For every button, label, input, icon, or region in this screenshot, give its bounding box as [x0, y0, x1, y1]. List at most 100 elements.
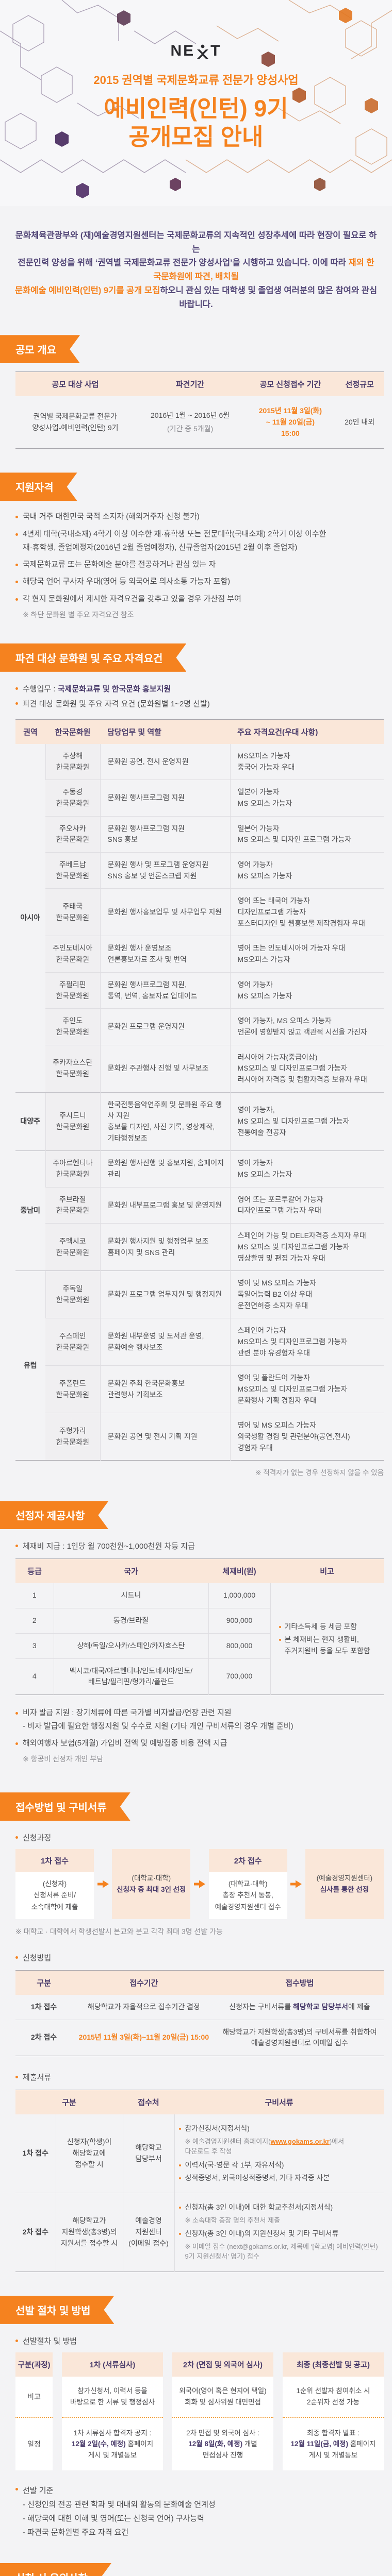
table-row: 주멕시코 한국문화원 문화원 행사지원 및 행정업무 보조 홈페이지 및 SNS…	[15, 1223, 384, 1271]
process-label: 신청과정	[15, 1832, 384, 1843]
list-item: 참가신청서(지정서식)	[178, 2123, 380, 2134]
table-row: 주오사카 한국문화원 문화원 행사프로그램 지원 SNS 홍보 일본어 가능자 …	[15, 816, 384, 853]
page-title: 예비인력(인턴) 9기 공개모집 안내	[104, 95, 288, 150]
table-row: 주브라질 한국문화원 문화원 내부프로그램 홍보 및 운영지원 영어 또는 포르…	[15, 1187, 384, 1224]
intro-highlight-2: 문화예술 예비인력(인턴) 9기를 공개 모집	[14, 285, 160, 295]
dispatch-table: 권역 한국문화원 담당업무 및 역할 주요 자격요건(우대 사항) 아시아 주상…	[15, 719, 384, 1461]
logo-text-t: T	[210, 42, 222, 59]
section-ribbon-qualification: 지원자격	[0, 472, 77, 501]
section-ribbon-selection: 선발 절차 및 방법	[0, 2296, 114, 2324]
selection-label: 선발절차 및 방법	[15, 2335, 384, 2346]
method-table: 구분 접수기간 접수방법 1차 접수 해당학교가 자율적으로 접수기간 결정 신…	[15, 1970, 384, 2056]
dispatch-note: ※ 적격자가 없는 경우 선정하지 않을 수 있음	[255, 1469, 384, 1477]
section-ribbon-overview: 공모 개요	[0, 335, 80, 363]
qualification-note: ※ 하단 문화원 별 주요 자격요건 참조	[23, 610, 134, 619]
method-label: 신청방법	[15, 1952, 384, 1963]
row-label: 일정	[15, 2416, 53, 2470]
table-row: 2차 접수 2015년 11월 3일(화)~11월 20일(금) 15:00 해…	[15, 2019, 384, 2056]
region-label: 아시아	[20, 913, 41, 922]
section-ribbon-benefits: 선정자 제공사항	[0, 1501, 108, 1529]
overview-table: 공모 대상 사업 파견기간 공모 신청접수 기간 선정규모 권역별 국제문화교류…	[15, 371, 384, 449]
list-item: 해외여행자 보험(5개월) 가입비 전액 및 예방접종 비용 전액 지급 ※ 항…	[15, 1737, 384, 1765]
section-ribbon-application: 접수방법 및 구비서류	[0, 1792, 130, 1821]
table-row: 1 시드니 1,000,000 기타소득세 등 세금 포함 본 체재비는 현지 …	[15, 1583, 384, 1695]
docs-items-1: 참가신청서(지정서식) ※ 예술경영지원센터 홈페이지(www.gokams.o…	[174, 2114, 384, 2193]
table-row: 주폴란드 한국문화원 문화원 주최 한국문화홍보 관련행사 기획보조 영어 및 …	[15, 1365, 384, 1413]
molecule-pattern-decoration	[0, 0, 392, 198]
list-item: 비자 발급 지원 : 장기체류에 따른 국가별 비자발급/연장 관련 지원 - …	[15, 1706, 384, 1734]
region-label: 대양주	[15, 1092, 45, 1151]
dispatch-subtitle: 파견 대상 문화원 및 주요 자격 요건 (문화원별 1~2명 선발)	[15, 698, 384, 709]
list-item: 이력서(국·영문 각 1부, 자유서식)	[178, 2160, 380, 2171]
column-header: 공모 신청접수 기간	[245, 371, 336, 397]
overview-scale: 20인 내외	[345, 418, 375, 426]
docs-note: ※ 예술경영지원센터 홈페이지(www.gokams.or.kr)에서 다운로드…	[185, 2137, 345, 2156]
table-row: 1차 접수 신청자(학생)이 해당학교에 접수할 시 해당학교 담당부서 참가신…	[15, 2114, 384, 2193]
qualification-list: 국내 거주 대한민국 국적 소지자 (해외거주자 신청 불가) 4년제 대학(국…	[15, 510, 384, 606]
flow-step-2: (대학교·대학) 신청자 중 최대 3인 선정	[112, 1849, 191, 1919]
table-row: 2차 접수 해당학교가 지원학생(총3명)의 지원서를 접수할 시 예술경영 지…	[15, 2193, 384, 2272]
column-header: 선정규모	[335, 371, 384, 397]
table-row: 주헝가리 한국문화원 문화원 공연 및 전시 기획 지원 영어 및 MS 오피스…	[15, 1413, 384, 1461]
schedule-cell-2: 2차 면접 및 외국어 심사 : 12월 8일(화, 예정) 개별 면접심사 진…	[172, 2416, 273, 2470]
table-row: 대양주 주시드니 한국문화원 한국전통음악연주회 및 문화원 주요 행사 지원 …	[15, 1092, 384, 1151]
column-header: 구분	[15, 2090, 123, 2114]
list-item: 성적증명서, 외국어성적증명서, 기타 자격증 사본	[178, 2173, 380, 2184]
list-item: 신청자(총 3인 이내)의 지원신청서 및 기타 구비서류	[178, 2228, 380, 2240]
column-header: 국가	[54, 1558, 208, 1584]
column-header: 주요 자격요건(우대 사항)	[230, 719, 384, 744]
arrow-right-icon	[190, 1849, 208, 1919]
criteria-label: 선발 기준	[15, 2484, 384, 2498]
list-item: 각 현지 문화원에서 제시한 자격요건을 갖추고 있을 경우 가산점 부여	[15, 592, 384, 606]
method-how-1: 신청자는 구비서류를 해당학교 담당부서에 제출	[229, 2002, 370, 2011]
list-item: 해당국 언어 구사자 우대(영어 등 외국어로 의사소통 가능자 포함)	[15, 575, 384, 588]
intro-highlight-1: 재외 한국문화원에 파견, 배치될	[153, 258, 374, 282]
table-row: 2 동경/브라질 900,000	[15, 1608, 384, 1634]
program-subtitle: 2015 권역별 국제문화교류 전문가 양성사업	[93, 74, 299, 87]
column-header: 접수처	[123, 2090, 174, 2114]
hero-banner: NE T 2015 권역별 국제문화교류 전문가 양성사업 예비인력(인턴) 9기…	[0, 0, 392, 206]
column-header: 한국문화원	[45, 719, 100, 744]
column-header: 등급	[15, 1558, 54, 1584]
table-row: 주인도네시아 한국문화원 문화원 행사 운영보조 언론홍보자료 조사 및 번역 …	[15, 936, 384, 973]
flow-step-1: 1차 접수 (신청자) 신청서류 준비/ 소속대학에 제출	[15, 1849, 94, 1919]
table-row: 주필리핀 한국문화원 문화원 행사프로그램 지원, 통역, 번역, 홍보자료 업…	[15, 972, 384, 1009]
benefits-extra-list: 비자 발급 지원 : 장기체류에 따른 국가별 비자발급/연장 관련 지원 - …	[15, 1706, 384, 1765]
list-item: 국내 거주 대한민국 국적 소지자 (해외거주자 신청 불가)	[15, 510, 384, 523]
section-ribbon-cautions: 신청 시 유의사항	[0, 2563, 111, 2576]
arrow-right-icon	[287, 1849, 305, 1919]
section-ribbon-dispatch: 파견 대상 문화원 및 주요 자격요건	[0, 643, 186, 672]
table-row: 주카자흐스탄 한국문화원 문화원 주관행사 진행 및 사무보조 러시아어 가능자…	[15, 1044, 384, 1093]
column-header: 비고	[270, 1558, 384, 1584]
table-row: 주인도 한국문화원 문화원 프로그램 운영지원 영어 가능자, MS 오피스 가…	[15, 1008, 384, 1045]
application-flow: 1차 접수 (신청자) 신청서류 준비/ 소속대학에 제출 (대학교·대학) 신…	[15, 1849, 384, 1919]
table-row: 4 멕시코/태국/아르헨티나/인도네시아/인도/ 베트남/필리핀/헝가리/폴란드…	[15, 1658, 384, 1695]
benefits-remarks: 기타소득세 등 세금 포함 본 체재비는 현지 생활비, 주거지원비 등을 모두…	[270, 1583, 384, 1695]
column-header: 권역	[15, 719, 45, 744]
benefits-table: 등급 국가 체재비(원) 비고 1 시드니 1,000,000 기타소득세 등 …	[15, 1558, 384, 1695]
stipend-line: 체재비 지급 : 1인당 월 700천원~1,000천원 차등 지급	[15, 1540, 384, 1551]
table-row: 중남미 주아르헨티나 한국문화원 문화원 행사진행 및 홍보지원, 홈페이지관리…	[15, 1150, 384, 1271]
schedule-cell-3: 최종 합격자 발표 : 12월 11일(금, 예정) 홈페이지 게시 및 개별통…	[283, 2416, 384, 2470]
region-label: 유럽	[15, 1270, 45, 1461]
column-header: 구비서류	[174, 2090, 384, 2114]
docs-label: 제출서류	[15, 2072, 384, 2082]
overview-apply-period: 2015년 11월 3일(화) ~ 11월 20일(금) 15:00	[258, 406, 322, 437]
flow-step-3: 2차 접수 (대학교·대학) 총장 추천서 동봉, 예술경영지원센터 접수	[208, 1849, 287, 1919]
schedule-cell-1: 1차 서류심사 합격자 공지 : 12월 2일(수, 예정) 홈페이지 게시 및…	[62, 2416, 163, 2470]
table-row: 주스페인 한국문화원 문화원 내부운영 및 도서관 운영, 문화예술 행사보조 …	[15, 1318, 384, 1366]
arrow-right-icon	[94, 1849, 112, 1919]
list-item: 신청자(총 3인 이내)에 대한 학교추천서(지정서식)	[178, 2202, 380, 2213]
flow-note: ※ 대학교 · 대학에서 학생선발시 본교와 분교 각각 최대 3명 선발 가능	[15, 1927, 223, 1936]
flow-step-4: (예술경영지원센터) 심사를 통한 선정	[305, 1849, 384, 1919]
flight-note: ※ 항공비 선정자 개인 부담	[23, 1754, 104, 1763]
intro-paragraph: 문화체육관광부와 (재)예술경영지원센터는 국제문화교류의 지속적인 성장추세에…	[14, 231, 378, 309]
overview-business: 권역별 국제문화교류 전문가 양성사업-예비인력(인턴) 9기	[32, 412, 119, 432]
column-header: 구분	[15, 1970, 72, 1995]
table-row: 주태국 한국문화원 문화원 행사홍보업무 및 사무업무 지원 영어 또는 태국어…	[15, 888, 384, 936]
docs-items-2: 신청자(총 3인 이내)에 대한 학교추천서(지정서식) ※ 소속대학 총장 명…	[174, 2193, 384, 2272]
region-label: 중남미	[15, 1150, 45, 1271]
gokams-homepage-link[interactable]: www.gokams.or.kr	[270, 2137, 330, 2145]
docs-table: 구분 접수처 구비서류 1차 접수 신청자(학생)이 해당학교에 접수할 시 해…	[15, 2089, 384, 2272]
logo-person-x-icon	[196, 44, 209, 60]
